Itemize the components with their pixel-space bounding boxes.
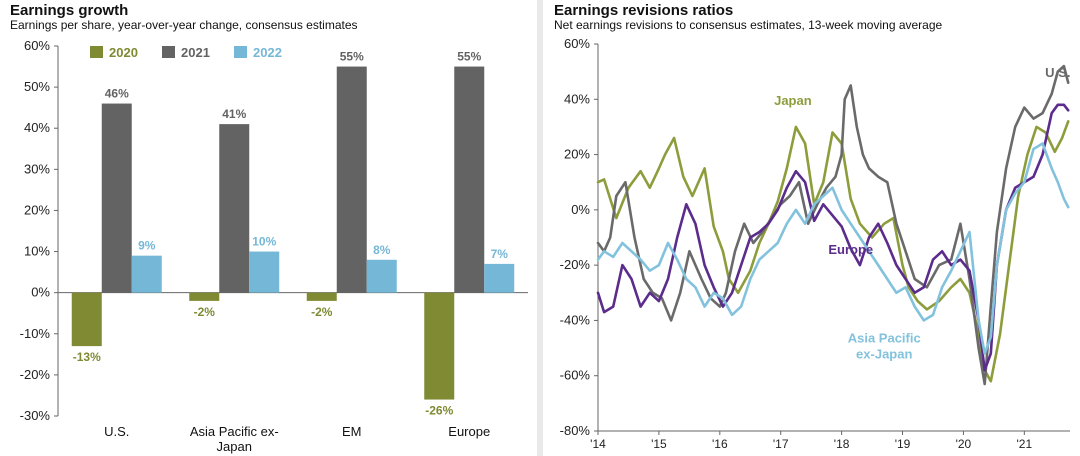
series-label: Asia Pacific xyxy=(848,331,921,346)
data-label: 46% xyxy=(105,87,129,101)
bar-2020-1 xyxy=(189,292,220,301)
series-label: ex-Japan xyxy=(856,347,912,362)
x-tick-label: '20 xyxy=(956,437,972,451)
x-tick-label: '19 xyxy=(895,437,911,451)
y-tick-label: 20% xyxy=(564,147,590,162)
series-label: U.S. xyxy=(1045,65,1070,80)
bar-2022-1 xyxy=(249,251,280,293)
data-label: 9% xyxy=(138,239,156,253)
legend-label-2020: 2020 xyxy=(109,45,138,60)
category-label: Asia Pacific ex- xyxy=(190,424,279,439)
left-chart-title: Earnings growth xyxy=(10,2,129,19)
bar-2021-3 xyxy=(454,66,485,293)
earnings-growth-panel: Earnings growth Earnings per share, year… xyxy=(0,0,536,456)
series-line-japan xyxy=(596,120,1070,383)
category-label: U.S. xyxy=(104,424,129,439)
data-label: 10% xyxy=(252,235,276,249)
y-tick-label: 60% xyxy=(24,38,50,53)
bar-2020-3 xyxy=(424,292,455,400)
data-label: 41% xyxy=(222,107,246,121)
legend-swatch-2022 xyxy=(234,46,247,58)
data-label: 8% xyxy=(373,243,391,257)
y-tick-label: 40% xyxy=(564,91,590,106)
y-tick-label: -10% xyxy=(20,326,51,341)
x-tick-label: '18 xyxy=(834,437,850,451)
bar-2020-0 xyxy=(71,292,102,347)
series-label: Europe xyxy=(828,242,873,257)
category-label: Europe xyxy=(448,424,490,439)
y-tick-label: 0% xyxy=(31,285,50,300)
y-tick-label: 10% xyxy=(24,244,50,259)
data-label: -13% xyxy=(73,350,101,364)
bar-2021-1 xyxy=(219,124,250,293)
earnings-revisions-chart: -80% -60% -40% -20% 0% 20% 40% 60% '14 '15 '16 '17 '… xyxy=(560,36,1071,451)
legend-swatch-2020 xyxy=(90,46,103,58)
panel-divider xyxy=(537,0,543,456)
bar-2021-2 xyxy=(336,66,367,293)
bar-2022-2 xyxy=(366,259,397,293)
legend-swatch-2021 xyxy=(162,46,175,58)
bar-2022-3 xyxy=(484,263,515,293)
earnings-growth-chart: -30% -20% -10% 0% 10% 20% 30% 40% 50% 60% -13% 46% 9… xyxy=(20,38,528,454)
data-label: -2% xyxy=(311,305,333,319)
bar-2020-2 xyxy=(306,292,337,301)
series-label: Japan xyxy=(774,93,812,108)
data-label: -26% xyxy=(425,404,453,418)
y-tick-label: 40% xyxy=(24,120,50,135)
y-tick-label: 20% xyxy=(24,202,50,217)
data-label: 55% xyxy=(457,50,481,64)
y-tick-label: -40% xyxy=(560,312,591,327)
right-chart-title: Earnings revisions ratios xyxy=(554,2,734,19)
y-tick-label: 50% xyxy=(24,79,50,94)
x-tick-label: '15 xyxy=(651,437,667,451)
left-chart-subtitle: Earnings per share, year-over-year chang… xyxy=(10,18,358,32)
y-tick-label: -20% xyxy=(20,367,51,382)
y-tick-label: 0% xyxy=(571,202,590,217)
x-tick-label: '17 xyxy=(773,437,789,451)
y-tick-label: -60% xyxy=(560,368,591,383)
series-line-u-s- xyxy=(596,64,1070,386)
y-tick-label: -30% xyxy=(20,408,51,423)
data-label: 7% xyxy=(491,247,509,261)
bar-2022-0 xyxy=(131,255,162,293)
earnings-revisions-panel: Earnings revisions ratios Net earnings r… xyxy=(544,0,1080,456)
category-label: Japan xyxy=(217,439,252,454)
y-tick-label: -20% xyxy=(560,257,591,272)
x-tick-label: '21 xyxy=(1017,437,1033,451)
legend-label-2022: 2022 xyxy=(253,45,282,60)
y-tick-label: 60% xyxy=(564,36,590,51)
bar-2021-0 xyxy=(101,103,132,293)
right-chart-subtitle: Net earnings revisions to consensus esti… xyxy=(554,18,943,32)
x-tick-label: '14 xyxy=(590,437,606,451)
legend-label-2021: 2021 xyxy=(181,45,210,60)
category-label: EM xyxy=(342,424,362,439)
data-label: 55% xyxy=(340,50,364,64)
series-line-asia-pacific-ex-japan xyxy=(596,142,1070,355)
x-tick-label: '16 xyxy=(712,437,728,451)
y-tick-label: -80% xyxy=(560,423,591,438)
y-tick-label: 30% xyxy=(24,161,50,176)
data-label: -2% xyxy=(194,305,216,319)
